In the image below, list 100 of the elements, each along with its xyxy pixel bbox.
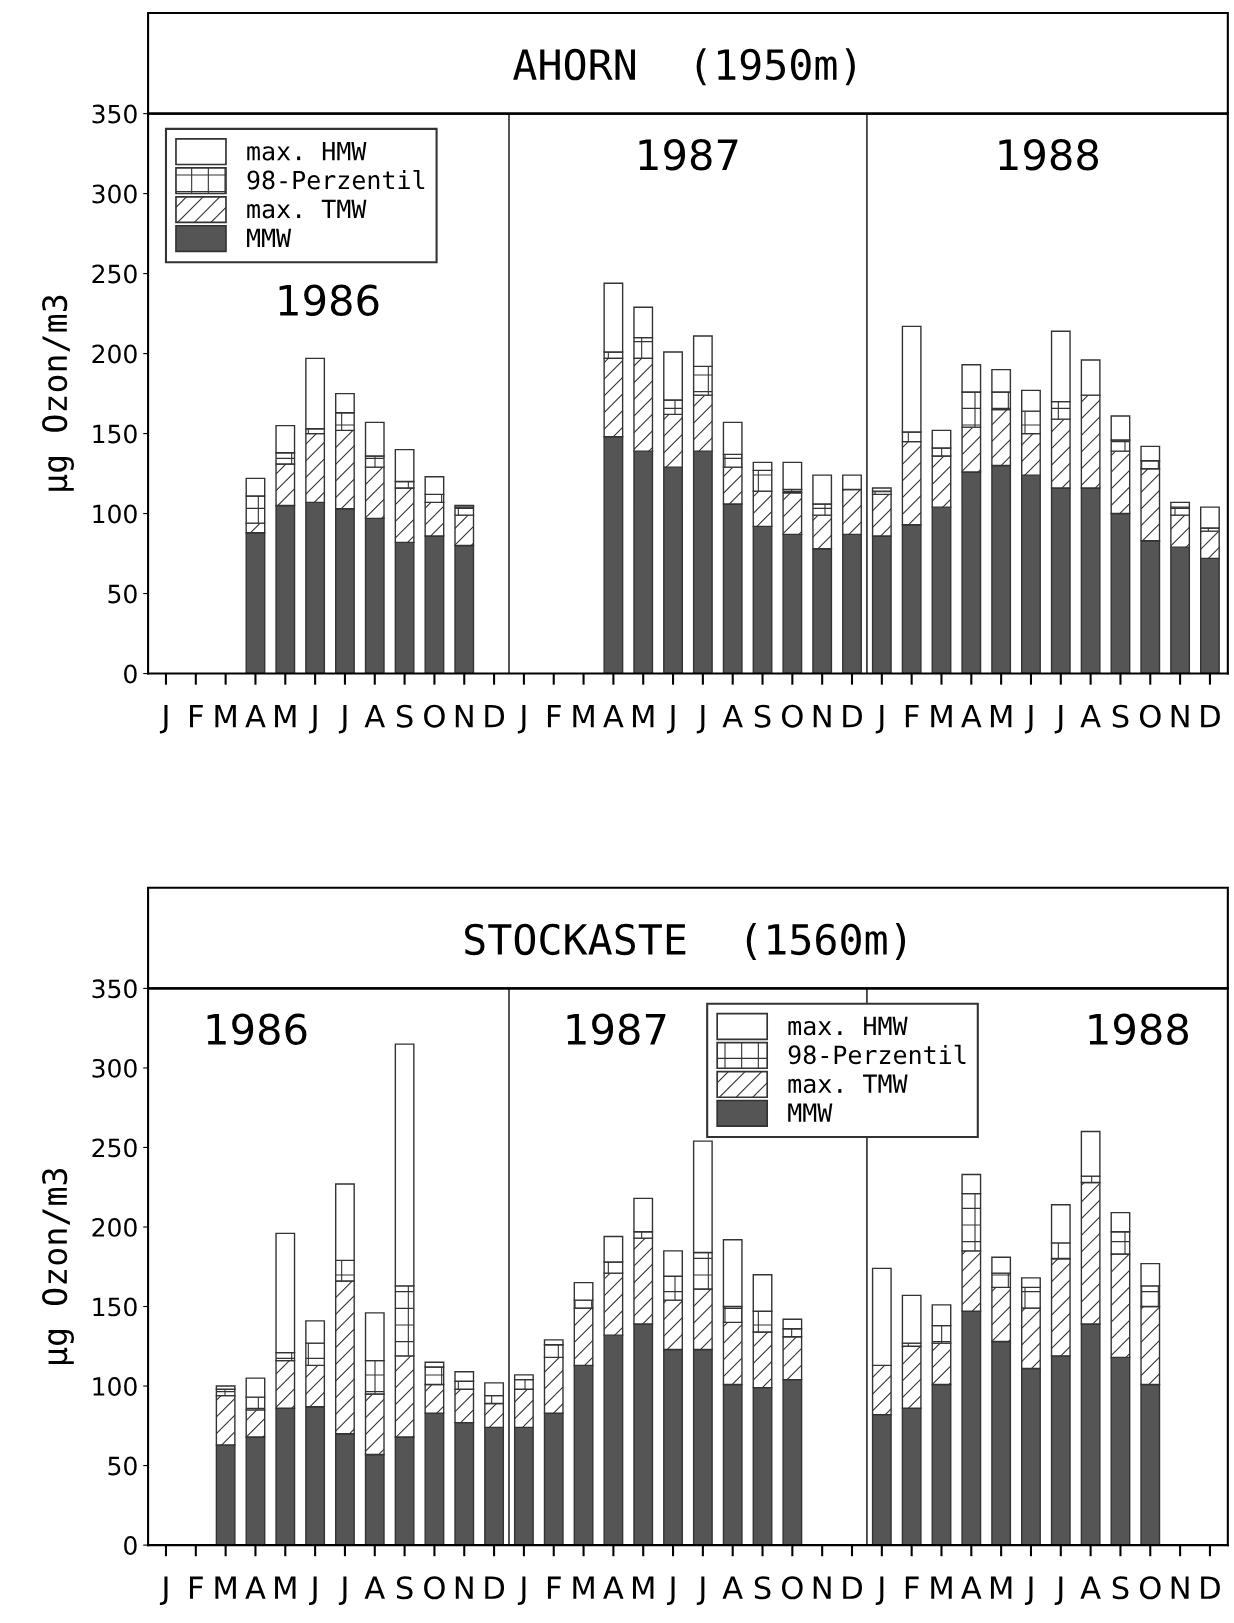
x-tick-label: A [603,705,624,728]
legend-label: 98-Perzentil [788,1044,966,1065]
x-tick-label: J [666,705,675,734]
x-tick-label: M [990,1576,1012,1599]
bar [901,1294,922,1344]
x-tick-label: A [722,1576,743,1599]
x-tick-label: F [547,705,561,728]
x-tick-label: J [1024,1576,1033,1605]
x-tick-label: O [782,1576,803,1600]
annotation: 1986 [207,1013,307,1046]
x-tick-label: S [1112,1576,1129,1600]
x-tick-label: N [813,705,831,728]
y-tick-label: 250 [92,1138,137,1158]
x-tick-label: F [190,705,203,728]
x-tick-label: J [338,1576,347,1605]
bar [1199,506,1220,529]
x-tick-label: A [364,705,385,728]
y-axis-title: µg Ozon/m3 [42,1168,74,1364]
x-tick-label: J [517,705,526,734]
x-tick-label: M [931,1576,952,1599]
x-tick-label: N [1171,1576,1189,1599]
x-tick-label: M [633,705,654,728]
x-tick-label: J [666,1576,675,1605]
legend-label: max. TMW [247,199,367,219]
x-tick-label: J [338,705,347,734]
x-tick-label: O [1139,1576,1161,1600]
y-tick-label: 350 [92,979,137,999]
x-tick-label: N [455,1576,473,1599]
x-tick-label: O [1139,704,1161,728]
x-tick-label: F [905,1576,919,1599]
x-tick-label: M [215,705,236,728]
y-tick-label: 150 [93,1297,137,1317]
x-tick-label: M [275,705,296,728]
annotation: 1988 [1089,1013,1189,1046]
x-tick-label: M [275,1576,296,1599]
annotation: 1987 [567,1013,666,1046]
legend-label: max. HMW [788,1016,908,1036]
x-tick-label: N [455,705,473,728]
bar [871,487,892,492]
x-tick-label: A [722,705,743,728]
x-tick-label: N [1171,705,1189,728]
x-tick-label: O [424,704,445,728]
y-tick-label: 100 [93,1376,137,1396]
x-tick-label: F [547,1576,561,1599]
y-tick-label: 0 [124,1536,137,1555]
x-tick-label: D [843,1576,862,1599]
x-tick-label: D [1201,1576,1220,1599]
y-tick-label: 200 [92,1217,137,1237]
y-tick-label: 300 [92,1058,137,1078]
annotation: 1988 [999,138,1099,171]
x-tick-label: F [190,1576,203,1599]
x-tick-label: M [931,705,952,728]
annotation: 1987 [639,138,738,171]
y-tick-label: 0 [124,664,137,684]
y-tick-label: 50 [108,1456,137,1476]
bar [305,357,326,430]
chart-title: STOCKASTE (1560m) [465,922,906,961]
x-tick-label: A [961,705,982,728]
x-tick-label: A [245,1576,266,1599]
y-tick-label: 200 [92,344,137,364]
x-tick-label: J [309,705,317,734]
legend-label: 98-Perzentil [247,169,425,190]
y-tick-label: 350 [92,104,137,124]
x-tick-label: S [396,704,413,728]
x-tick-label: S [396,1576,413,1600]
x-tick-label: O [782,704,803,728]
x-tick-label: M [215,1576,236,1599]
chart-title: AHORN (1950m) [513,48,855,86]
x-tick-label: S [1112,704,1129,728]
x-tick-label: J [309,1576,317,1605]
x-tick-label: A [603,1576,624,1599]
x-tick-label: A [1080,1576,1101,1599]
x-tick-label: O [424,1576,445,1600]
x-tick-label: J [696,1576,705,1605]
x-tick-label: M [573,1576,594,1599]
annotation: 1986 [279,284,379,317]
x-tick-label: J [517,1576,526,1605]
x-tick-label: A [961,1576,982,1599]
y-tick-label: 300 [92,184,137,204]
x-tick-label: A [364,1576,385,1599]
x-tick-label: J [159,1576,168,1605]
x-tick-label: J [159,705,168,734]
y-tick-label: 50 [108,584,137,604]
x-tick-label: D [485,705,505,728]
x-tick-label: A [1080,705,1101,728]
x-tick-label: M [573,705,594,728]
legend-label: MMW [247,228,292,248]
x-tick-label: M [633,1576,654,1599]
x-tick-label: J [696,705,705,734]
legend-label: MMW [788,1103,833,1122]
x-tick-label: M [990,705,1012,728]
x-tick-label: D [485,1576,505,1599]
x-tick-label: J [875,1576,884,1605]
x-tick-label: J [1054,1576,1063,1605]
x-tick-label: S [754,1576,771,1600]
x-tick-label: A [245,705,266,728]
x-tick-label: J [1024,705,1033,734]
x-tick-label: J [1054,705,1063,734]
x-tick-label: F [905,705,919,728]
x-tick-label: J [875,705,884,734]
